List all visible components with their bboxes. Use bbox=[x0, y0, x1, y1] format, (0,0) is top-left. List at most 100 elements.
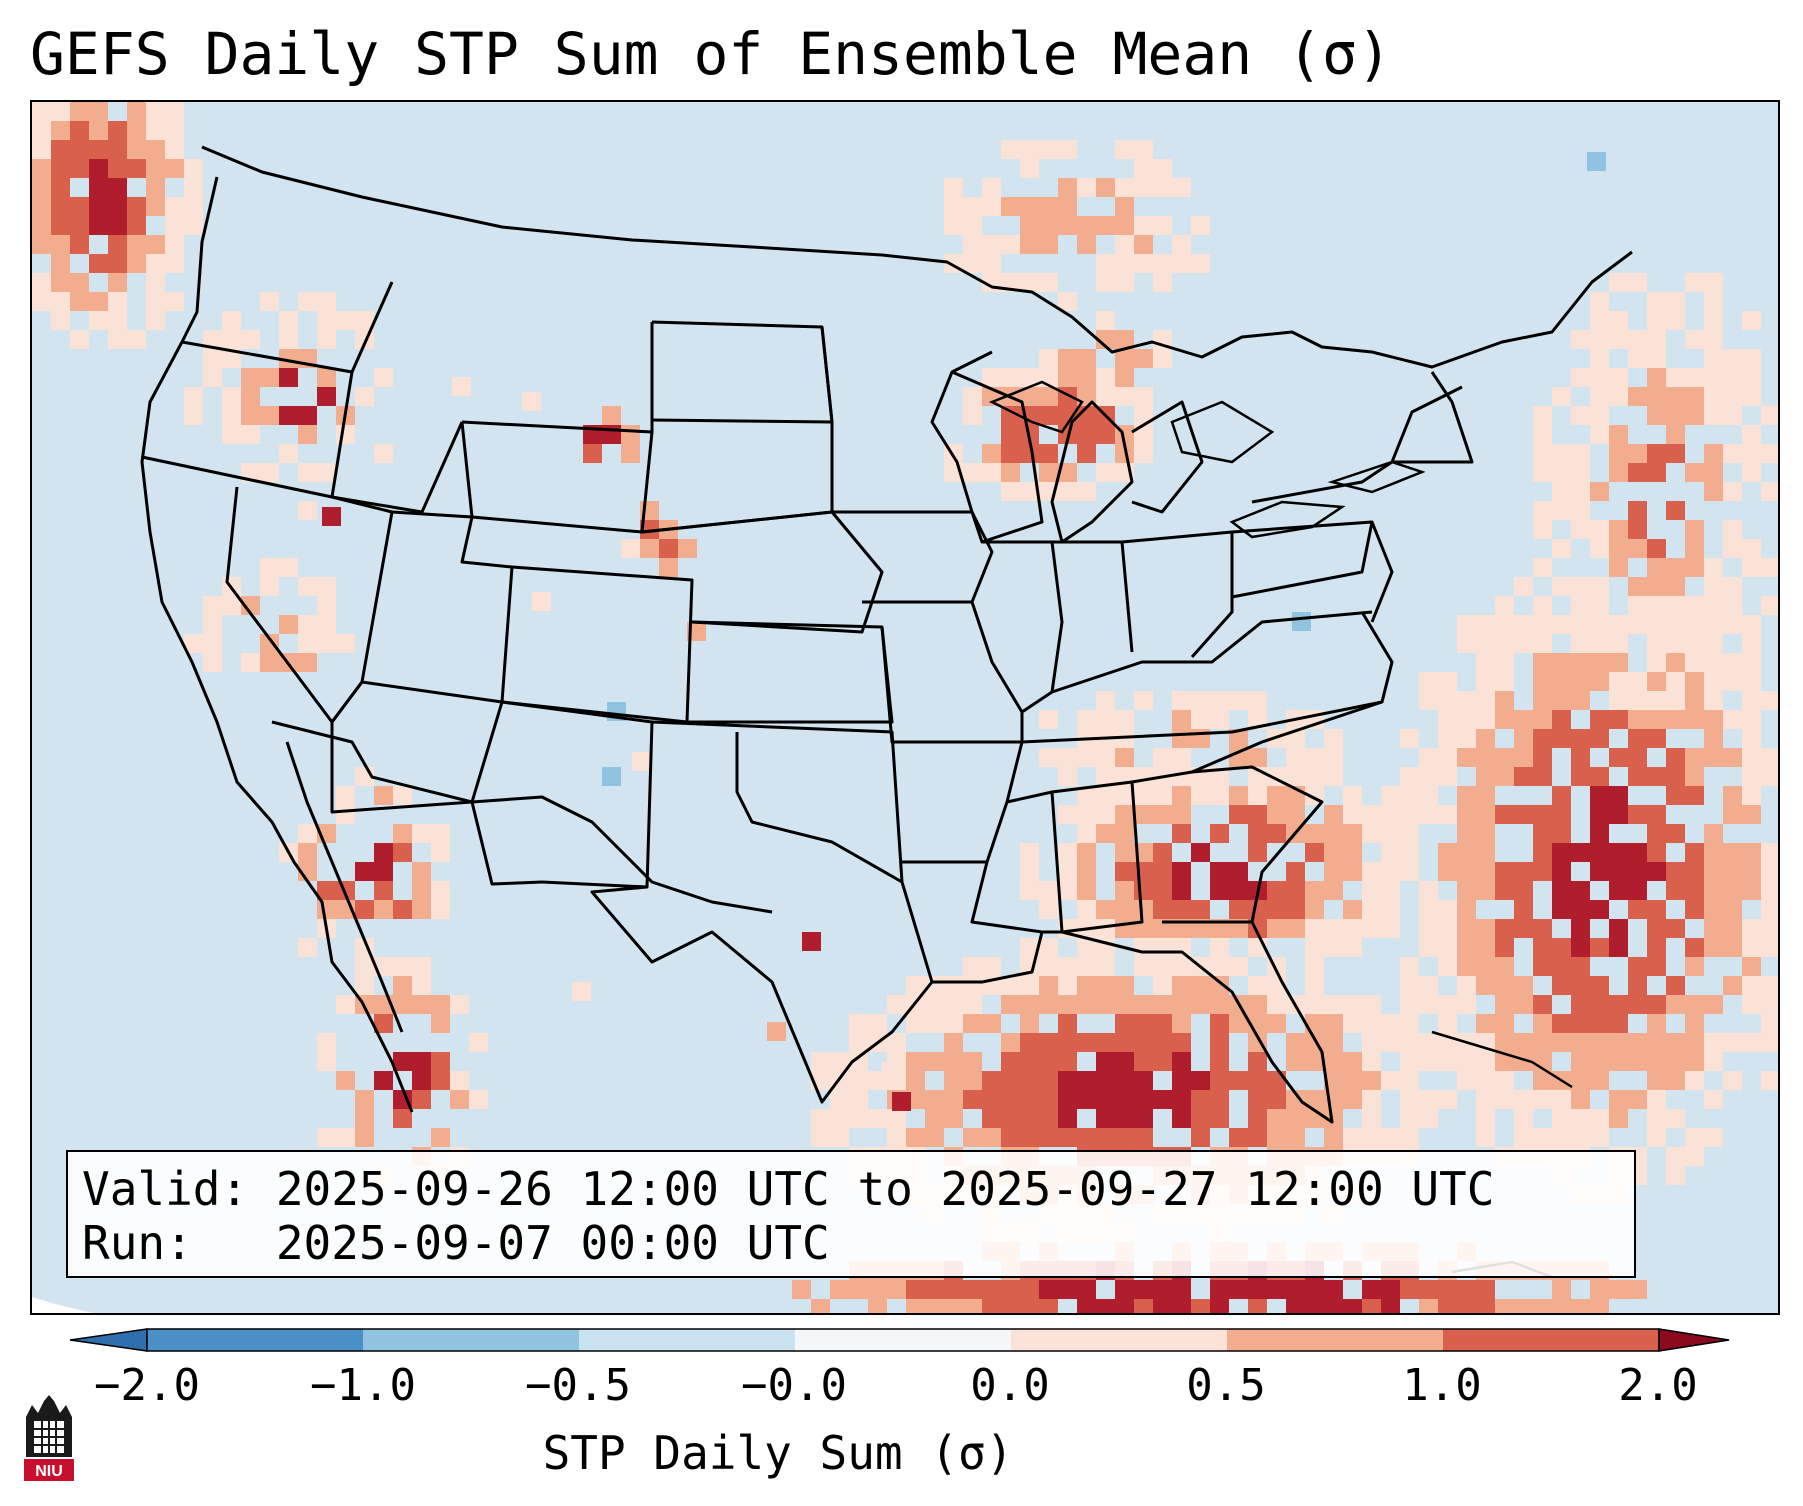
anomaly-cell bbox=[944, 995, 963, 1014]
anomaly-cell bbox=[1324, 1014, 1343, 1033]
anomaly-cell bbox=[1077, 482, 1096, 501]
anomaly-cell bbox=[298, 938, 317, 957]
anomaly-cell bbox=[1419, 767, 1438, 786]
anomaly-cell bbox=[1077, 881, 1096, 900]
anomaly-cell bbox=[1134, 349, 1153, 368]
anomaly-cell bbox=[1628, 729, 1647, 748]
anomaly-cell bbox=[1115, 1299, 1134, 1313]
anomaly-cell bbox=[1666, 1166, 1685, 1185]
anomaly-cell bbox=[1647, 900, 1666, 919]
anomaly-cell bbox=[1685, 881, 1704, 900]
anomaly-cell bbox=[317, 292, 336, 311]
anomaly-cell bbox=[1096, 1071, 1115, 1090]
anomaly-cell bbox=[1704, 273, 1723, 292]
anomaly-cell bbox=[1001, 1071, 1020, 1090]
anomaly-cell bbox=[1286, 805, 1305, 824]
anomaly-cell bbox=[1647, 349, 1666, 368]
anomaly-cell bbox=[1685, 463, 1704, 482]
anomaly-cell bbox=[1723, 748, 1742, 767]
anomaly-cell bbox=[1533, 824, 1552, 843]
anomaly-cell bbox=[1514, 1109, 1533, 1128]
anomaly-cell bbox=[1552, 615, 1571, 634]
anomaly-cell bbox=[1666, 824, 1685, 843]
anomaly-cell bbox=[1533, 1033, 1552, 1052]
anomaly-cell bbox=[1153, 159, 1172, 178]
anomaly-cell bbox=[1267, 900, 1286, 919]
anomaly-cell bbox=[450, 1090, 469, 1109]
anomaly-cell bbox=[1400, 862, 1419, 881]
anomaly-cell bbox=[1210, 938, 1229, 957]
anomaly-cell bbox=[32, 140, 51, 159]
anomaly-cell bbox=[1286, 919, 1305, 938]
anomaly-cell bbox=[1704, 995, 1723, 1014]
anomaly-cell bbox=[1666, 691, 1685, 710]
anomaly-cell bbox=[1077, 938, 1096, 957]
anomaly-cell bbox=[1267, 1014, 1286, 1033]
anomaly-cell bbox=[89, 140, 108, 159]
university-logo-icon: NIU bbox=[24, 1395, 74, 1481]
anomaly-cell bbox=[1286, 1090, 1305, 1109]
anomaly-cell bbox=[1590, 824, 1609, 843]
anomaly-cell bbox=[1533, 938, 1552, 957]
anomaly-cell bbox=[1305, 900, 1324, 919]
anomaly-cell bbox=[260, 577, 279, 596]
anomaly-cell bbox=[1647, 615, 1666, 634]
anomaly-cell bbox=[925, 1052, 944, 1071]
anomaly-cell bbox=[222, 596, 241, 615]
anomaly-cell bbox=[1381, 1071, 1400, 1090]
anomaly-cell bbox=[892, 1092, 911, 1111]
anomaly-cell bbox=[1324, 1071, 1343, 1090]
anomaly-cell bbox=[1685, 1071, 1704, 1090]
anomaly-cell bbox=[1058, 767, 1077, 786]
anomaly-cell bbox=[1609, 710, 1628, 729]
anomaly-cell bbox=[1723, 976, 1742, 995]
anomaly-cell bbox=[1153, 216, 1172, 235]
anomaly-cell bbox=[1590, 292, 1609, 311]
anomaly-cell bbox=[1267, 824, 1286, 843]
anomaly-cell bbox=[1647, 311, 1666, 330]
anomaly-cell bbox=[1077, 900, 1096, 919]
anomaly-cell bbox=[1039, 444, 1058, 463]
anomaly-cell bbox=[1191, 919, 1210, 938]
anomaly-cell bbox=[108, 235, 127, 254]
anomaly-cell bbox=[1381, 1128, 1400, 1147]
anomaly-cell bbox=[1096, 748, 1115, 767]
anomaly-cell bbox=[1723, 368, 1742, 387]
anomaly-cell bbox=[70, 273, 89, 292]
anomaly-cell bbox=[1704, 881, 1723, 900]
anomaly-cell bbox=[1362, 1280, 1381, 1299]
anomaly-cell bbox=[393, 976, 412, 995]
anomaly-cell bbox=[1685, 957, 1704, 976]
anomaly-cell bbox=[1305, 1299, 1324, 1313]
anomaly-cell bbox=[70, 102, 89, 121]
anomaly-cell bbox=[89, 254, 108, 273]
anomaly-cell bbox=[1058, 976, 1077, 995]
anomaly-cell bbox=[127, 235, 146, 254]
anomaly-cell bbox=[1229, 729, 1248, 748]
anomaly-cell bbox=[1438, 919, 1457, 938]
anomaly-cell bbox=[1020, 843, 1039, 862]
anomaly-cell bbox=[1457, 995, 1476, 1014]
anomaly-cell bbox=[1628, 900, 1647, 919]
anomaly-cell bbox=[1020, 197, 1039, 216]
anomaly-cell bbox=[108, 178, 127, 197]
anomaly-cell bbox=[1248, 843, 1267, 862]
anomaly-cell bbox=[1058, 387, 1077, 406]
tick-label: 1.0 bbox=[1402, 1360, 1482, 1411]
anomaly-cell bbox=[1381, 786, 1400, 805]
anomaly-cell bbox=[659, 558, 678, 577]
anomaly-cell bbox=[374, 444, 393, 463]
anomaly-cell bbox=[1723, 881, 1742, 900]
anomaly-cell bbox=[1096, 330, 1115, 349]
anomaly-cell bbox=[1590, 425, 1609, 444]
anomaly-cell bbox=[1343, 786, 1362, 805]
anomaly-cell bbox=[1552, 824, 1571, 843]
anomaly-cell bbox=[882, 1062, 901, 1081]
anomaly-cell bbox=[1571, 577, 1590, 596]
anomaly-cell bbox=[1571, 900, 1590, 919]
anomaly-cell bbox=[830, 1109, 849, 1128]
anomaly-cell bbox=[1495, 995, 1514, 1014]
anomaly-cell bbox=[1742, 425, 1761, 444]
anomaly-cell bbox=[1362, 862, 1381, 881]
anomaly-cell bbox=[1742, 862, 1761, 881]
